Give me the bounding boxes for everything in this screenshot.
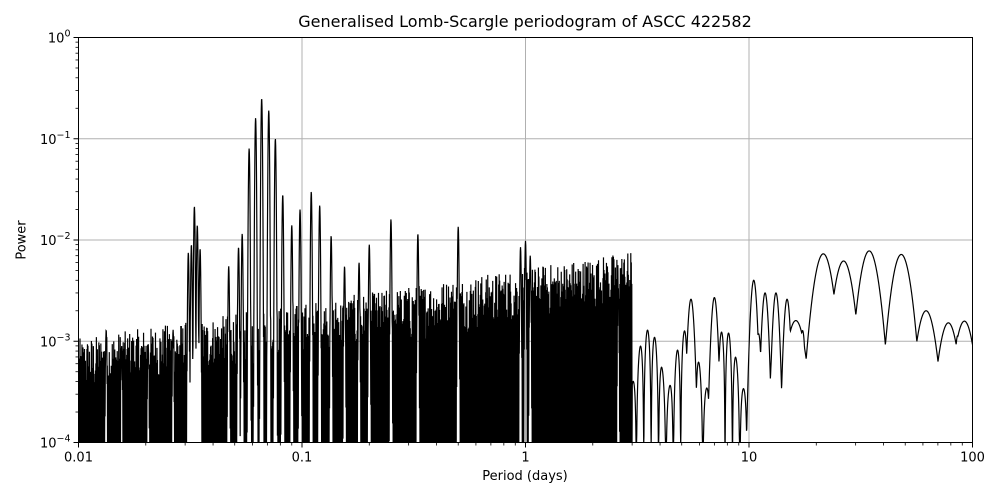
- x-axis-label: Period (days): [482, 469, 568, 484]
- x-tick-labels: 0.01 0.1 1 10 100: [64, 451, 985, 466]
- y-axis-label: Power: [14, 220, 30, 260]
- axes-frame: [78, 37, 973, 443]
- y-tick-label: 10−1: [40, 130, 71, 148]
- power-series-line: [78, 99, 973, 443]
- y-tick-label: 10−2: [40, 231, 71, 249]
- x-tick-label: 1: [521, 451, 529, 466]
- x-tick-label: 10: [741, 451, 758, 466]
- x-tick-label: 100: [960, 451, 985, 466]
- y-tick-label: 10−4: [40, 434, 71, 452]
- y-tick-labels: 100 10−1 10−2 10−3 10−4: [40, 29, 71, 452]
- y-tick-label: 100: [48, 29, 71, 47]
- x-tick-label: 0.01: [64, 451, 93, 466]
- x-tick-label: 0.1: [292, 451, 313, 466]
- chart-title: Generalised Lomb-Scargle periodogram of …: [298, 12, 752, 31]
- y-tick-label: 10−3: [40, 332, 71, 350]
